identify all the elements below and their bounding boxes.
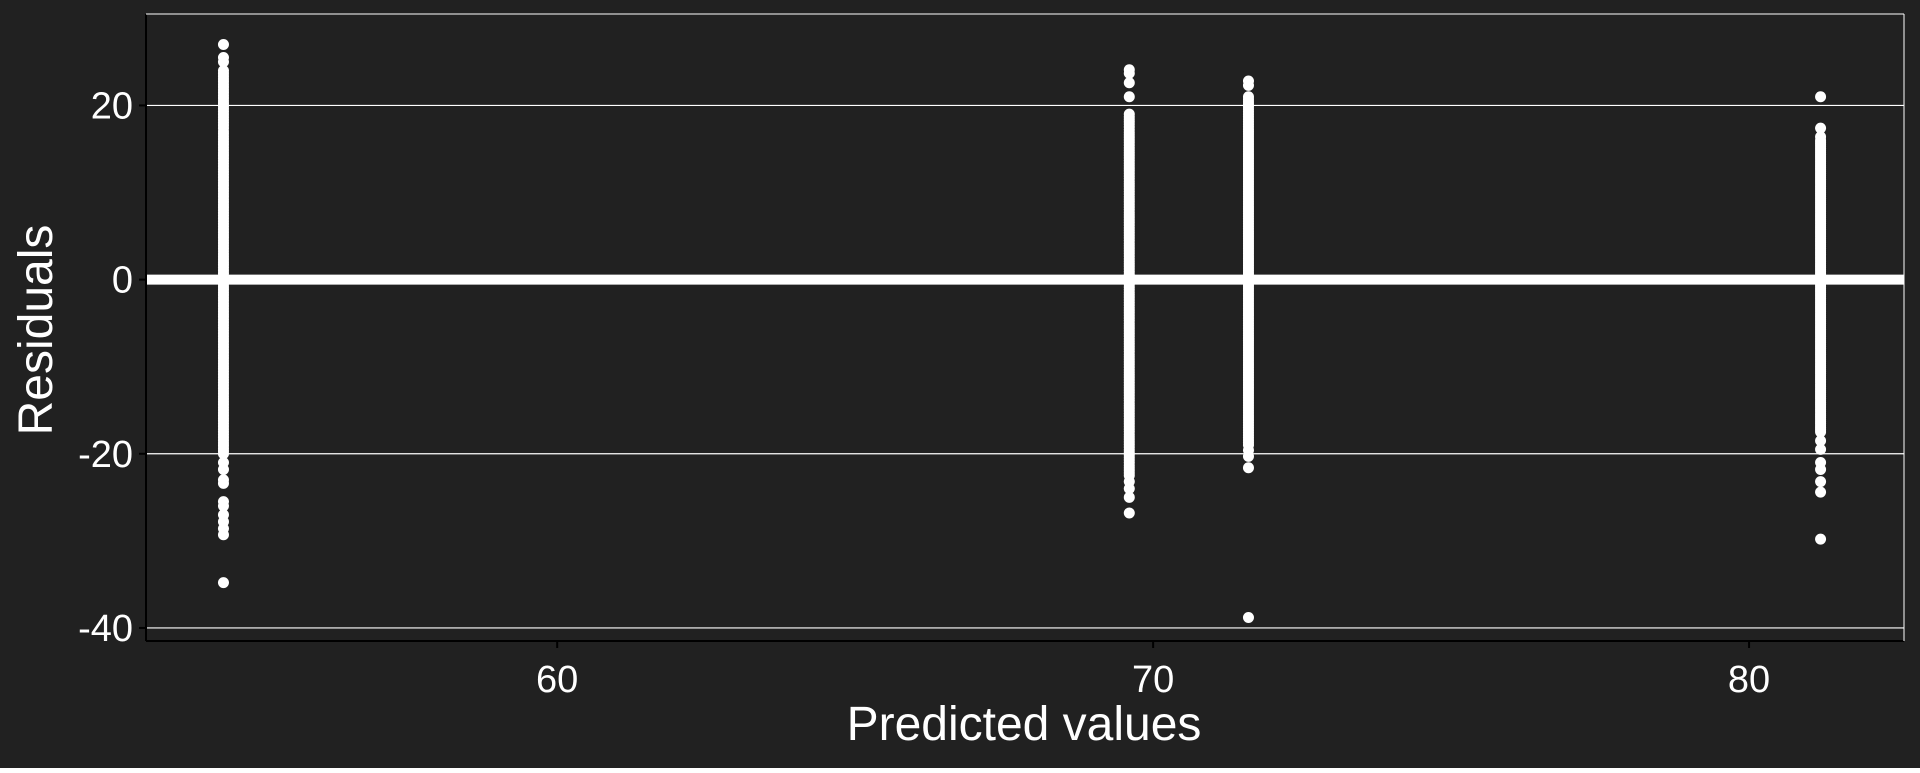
data-point: [217, 529, 229, 541]
y-axis-label: Residuals: [10, 225, 63, 436]
data-point: [1123, 77, 1135, 89]
data-point: [1815, 131, 1827, 143]
data-point: [217, 500, 229, 512]
data-point: [217, 65, 229, 77]
data-point: [1815, 486, 1827, 498]
data-point: [1123, 108, 1135, 120]
data-point: [1815, 435, 1827, 447]
data-point: [1815, 91, 1827, 103]
tick-labels: 60 70 80 -40 -20 0 20: [78, 85, 1770, 701]
x-tick-label-70: 70: [1132, 659, 1174, 701]
y-tick-label-0: 0: [112, 260, 133, 302]
y-tick-label--20: -20: [78, 434, 133, 476]
data-point: [217, 38, 229, 50]
data-point: [217, 56, 229, 68]
x-tick-label-80: 80: [1728, 659, 1770, 701]
data-point: [1123, 507, 1135, 519]
data-point: [1242, 79, 1254, 91]
data-point: [217, 577, 229, 589]
y-tick-label-20: 20: [91, 85, 133, 127]
point-column-0: [217, 38, 229, 589]
data-point: [217, 477, 229, 489]
data-point: [217, 463, 229, 475]
data-points: [217, 38, 1827, 623]
y-tick-label--40: -40: [78, 608, 133, 650]
axes: [145, 13, 1905, 642]
data-point: [1123, 491, 1135, 503]
data-point: [1242, 611, 1254, 623]
x-axis-label: Predicted values: [847, 698, 1202, 751]
data-point: [1123, 67, 1135, 79]
data-point: [1123, 483, 1135, 495]
point-column-1: [1123, 64, 1135, 519]
point-column-2: [1242, 75, 1254, 623]
data-point: [1815, 443, 1827, 455]
data-point: [1815, 533, 1827, 545]
data-point: [1242, 91, 1254, 103]
data-point: [1242, 450, 1254, 462]
x-tick-label-60: 60: [536, 659, 578, 701]
data-point: [1123, 91, 1135, 103]
data-point: [1815, 476, 1827, 488]
data-point: [1242, 462, 1254, 474]
point-column-3: [1815, 91, 1827, 545]
data-point: [1815, 463, 1827, 475]
data-point: [1815, 122, 1827, 134]
